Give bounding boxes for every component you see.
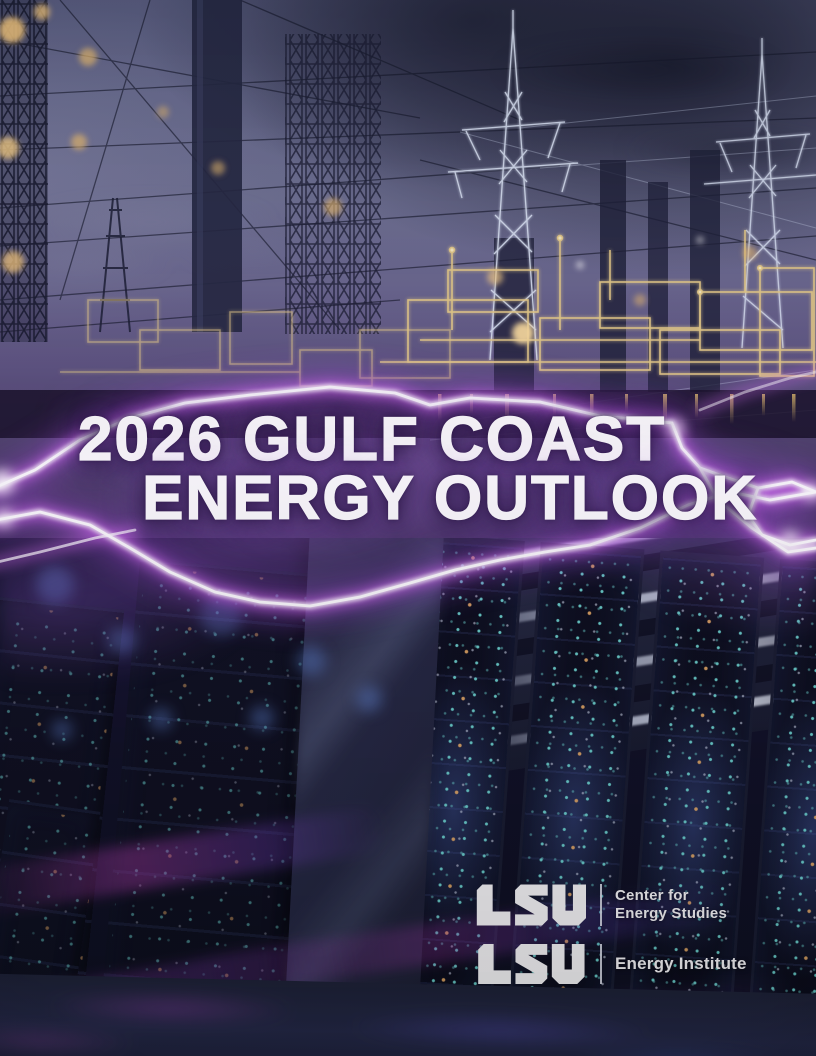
- bokeh-light: [150, 708, 172, 730]
- logo-energy-institute: LSU Energy Institute: [474, 944, 747, 984]
- title-line-1: 2026 GULF COAST: [77, 405, 667, 474]
- title-line-2: ENERGY OUTLOOK: [141, 464, 758, 533]
- unit-name: Energy Institute: [615, 954, 747, 974]
- lsu-logo: LSU: [476, 884, 586, 926]
- bokeh-light: [108, 626, 136, 654]
- logo-divider: [600, 884, 602, 926]
- bokeh-light: [52, 720, 72, 740]
- rack-led-lights: [755, 574, 816, 1034]
- bokeh-light: [250, 706, 274, 730]
- logo-center-for-energy-studies: LSU Center for Energy Studies: [474, 884, 747, 926]
- logo-lockups: LSU Center for Energy Studies LSU Energy…: [474, 884, 747, 984]
- bokeh-light: [356, 686, 382, 712]
- lsu-logo: LSU: [478, 944, 585, 984]
- unit-line: Center for: [615, 887, 689, 904]
- derrick: [99, 197, 131, 333]
- bokeh-light: [200, 594, 242, 636]
- cover-title: 2026 GULF COAST ENERGY OUTLOOK: [0, 405, 816, 533]
- unit-name: Center for Energy Studies: [615, 887, 727, 923]
- unit-line: Energy Studies: [615, 905, 727, 922]
- bokeh-light: [36, 566, 74, 604]
- bokeh-light: [296, 646, 326, 676]
- unit-line: Energy Institute: [615, 954, 747, 973]
- logo-divider: [600, 944, 602, 984]
